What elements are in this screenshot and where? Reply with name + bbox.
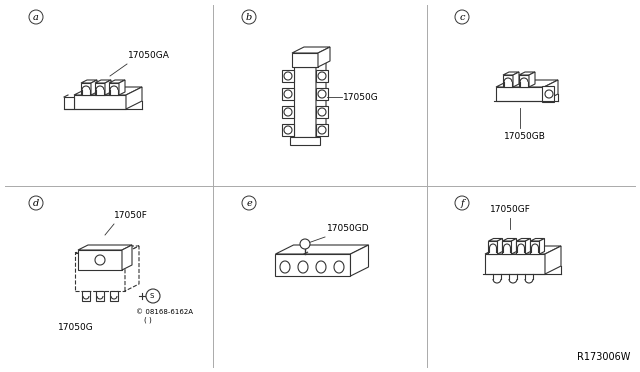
- Polygon shape: [294, 62, 326, 67]
- Polygon shape: [316, 106, 328, 118]
- Polygon shape: [519, 72, 535, 75]
- Polygon shape: [316, 70, 328, 82]
- Polygon shape: [292, 47, 330, 53]
- Polygon shape: [91, 80, 97, 95]
- Polygon shape: [529, 72, 535, 87]
- Polygon shape: [485, 246, 561, 254]
- Polygon shape: [126, 87, 142, 109]
- Polygon shape: [74, 95, 126, 109]
- Polygon shape: [95, 83, 105, 95]
- Polygon shape: [488, 238, 502, 241]
- Polygon shape: [351, 245, 369, 276]
- Polygon shape: [275, 245, 369, 254]
- Polygon shape: [316, 88, 328, 100]
- Polygon shape: [282, 70, 294, 82]
- Polygon shape: [502, 241, 511, 254]
- Polygon shape: [503, 72, 519, 75]
- Text: 17050F: 17050F: [114, 211, 148, 220]
- Polygon shape: [516, 238, 531, 241]
- Polygon shape: [519, 75, 529, 87]
- Text: 17050GF: 17050GF: [490, 205, 531, 214]
- Circle shape: [29, 196, 43, 210]
- Text: ( ): ( ): [144, 317, 152, 323]
- Polygon shape: [122, 245, 132, 270]
- Polygon shape: [109, 80, 125, 83]
- Polygon shape: [78, 250, 122, 270]
- Polygon shape: [542, 86, 554, 102]
- Polygon shape: [540, 238, 545, 254]
- Polygon shape: [75, 246, 139, 253]
- Text: S: S: [150, 293, 154, 299]
- Polygon shape: [282, 106, 294, 118]
- Circle shape: [300, 239, 310, 249]
- Text: b: b: [246, 13, 252, 22]
- Polygon shape: [531, 241, 540, 254]
- Polygon shape: [282, 88, 294, 100]
- Polygon shape: [110, 291, 118, 301]
- Polygon shape: [81, 80, 97, 83]
- Text: 17050G: 17050G: [58, 323, 93, 332]
- Polygon shape: [282, 124, 294, 136]
- Text: d: d: [33, 199, 39, 208]
- Text: f: f: [460, 199, 464, 208]
- Circle shape: [29, 10, 43, 24]
- Text: 17050GA: 17050GA: [128, 51, 170, 60]
- Polygon shape: [290, 137, 320, 145]
- Text: c: c: [460, 13, 465, 22]
- Polygon shape: [96, 291, 104, 301]
- Text: 17050GD: 17050GD: [327, 224, 370, 233]
- Polygon shape: [544, 80, 558, 101]
- Polygon shape: [485, 254, 545, 274]
- Circle shape: [455, 10, 469, 24]
- Polygon shape: [74, 87, 142, 95]
- Text: 17050G: 17050G: [343, 93, 379, 102]
- Text: a: a: [33, 13, 39, 22]
- Polygon shape: [531, 238, 545, 241]
- Polygon shape: [318, 47, 330, 67]
- Polygon shape: [81, 83, 91, 95]
- Circle shape: [242, 196, 256, 210]
- Polygon shape: [503, 75, 513, 87]
- Text: © 08168-6162A: © 08168-6162A: [136, 309, 193, 315]
- Polygon shape: [78, 245, 132, 250]
- Circle shape: [146, 289, 160, 303]
- Polygon shape: [502, 238, 516, 241]
- Polygon shape: [496, 87, 544, 101]
- Polygon shape: [95, 80, 111, 83]
- Circle shape: [242, 10, 256, 24]
- Polygon shape: [292, 53, 318, 67]
- Circle shape: [455, 196, 469, 210]
- Polygon shape: [64, 97, 74, 109]
- Polygon shape: [82, 291, 90, 301]
- Text: 17050GB: 17050GB: [504, 132, 546, 141]
- Polygon shape: [316, 124, 328, 136]
- Polygon shape: [513, 72, 519, 87]
- Polygon shape: [496, 80, 558, 87]
- Polygon shape: [109, 83, 119, 95]
- Polygon shape: [516, 241, 525, 254]
- Polygon shape: [119, 80, 125, 95]
- Polygon shape: [511, 238, 516, 254]
- Polygon shape: [275, 254, 351, 276]
- Text: e: e: [246, 199, 252, 208]
- Polygon shape: [497, 238, 502, 254]
- Text: R173006W: R173006W: [577, 352, 630, 362]
- Polygon shape: [545, 246, 561, 274]
- Polygon shape: [316, 62, 326, 137]
- Polygon shape: [125, 246, 139, 291]
- Polygon shape: [105, 80, 111, 95]
- Polygon shape: [488, 241, 497, 254]
- Polygon shape: [294, 67, 316, 137]
- Polygon shape: [525, 238, 531, 254]
- Polygon shape: [75, 253, 125, 291]
